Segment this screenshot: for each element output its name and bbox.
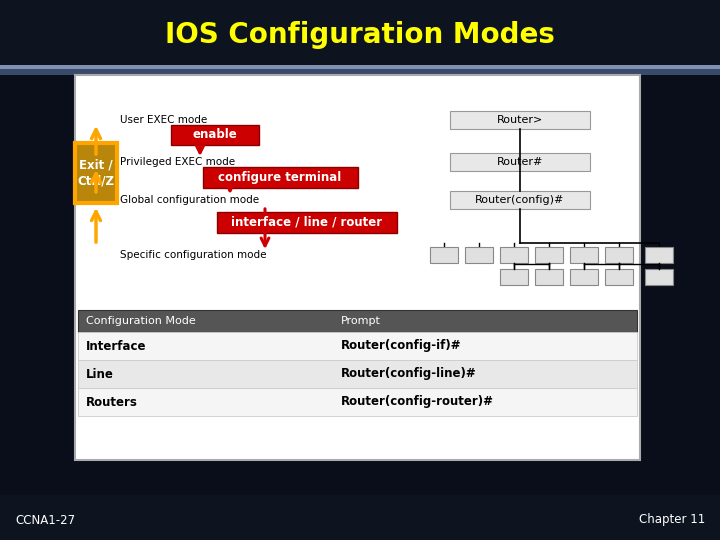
Bar xyxy=(78,332,637,360)
Text: Router(config-if)#: Router(config-if)# xyxy=(341,340,462,353)
Bar xyxy=(171,125,259,145)
Text: Chapter 11: Chapter 11 xyxy=(639,514,705,526)
Bar xyxy=(535,247,563,263)
Text: Global configuration mode: Global configuration mode xyxy=(120,195,259,205)
Bar xyxy=(465,247,493,263)
Text: Configuration Mode: Configuration Mode xyxy=(86,316,196,326)
Text: interface / line / router: interface / line / router xyxy=(231,215,382,228)
Bar xyxy=(0,65,720,69)
Text: Line: Line xyxy=(86,368,114,381)
Text: Router(config-router)#: Router(config-router)# xyxy=(341,395,494,408)
Bar xyxy=(645,269,673,285)
Text: Specific configuration mode: Specific configuration mode xyxy=(120,250,266,260)
Bar xyxy=(450,153,590,171)
Text: Router(config-line)#: Router(config-line)# xyxy=(341,368,477,381)
Text: CCNA1-27: CCNA1-27 xyxy=(15,514,75,526)
Text: configure terminal: configure terminal xyxy=(218,171,341,184)
Bar xyxy=(0,65,720,75)
Text: Router#: Router# xyxy=(497,157,543,167)
Bar xyxy=(500,269,528,285)
Bar xyxy=(217,212,397,233)
Text: Routers: Routers xyxy=(86,395,138,408)
Bar xyxy=(450,191,590,209)
Text: Router(config)#: Router(config)# xyxy=(475,195,564,205)
Text: enable: enable xyxy=(193,129,238,141)
Bar xyxy=(570,269,598,285)
Bar xyxy=(75,143,117,203)
Bar xyxy=(450,111,590,129)
Bar xyxy=(645,247,673,263)
Bar xyxy=(605,247,633,263)
Bar xyxy=(0,495,720,540)
Bar xyxy=(605,269,633,285)
Bar xyxy=(570,247,598,263)
Text: Router>: Router> xyxy=(497,115,543,125)
Bar xyxy=(0,0,720,65)
Bar xyxy=(430,247,458,263)
Text: Privileged EXEC mode: Privileged EXEC mode xyxy=(120,157,235,167)
Bar xyxy=(535,269,563,285)
Bar xyxy=(78,310,637,332)
Text: User EXEC mode: User EXEC mode xyxy=(120,115,207,125)
Bar xyxy=(75,75,640,460)
Bar xyxy=(202,166,358,187)
Text: IOS Configuration Modes: IOS Configuration Modes xyxy=(165,21,555,49)
Text: Prompt: Prompt xyxy=(341,316,381,326)
Bar xyxy=(500,247,528,263)
Text: Interface: Interface xyxy=(86,340,146,353)
Text: Exit /
Ctrl/Z: Exit / Ctrl/Z xyxy=(78,158,114,188)
Bar xyxy=(78,388,637,416)
Bar xyxy=(78,360,637,388)
